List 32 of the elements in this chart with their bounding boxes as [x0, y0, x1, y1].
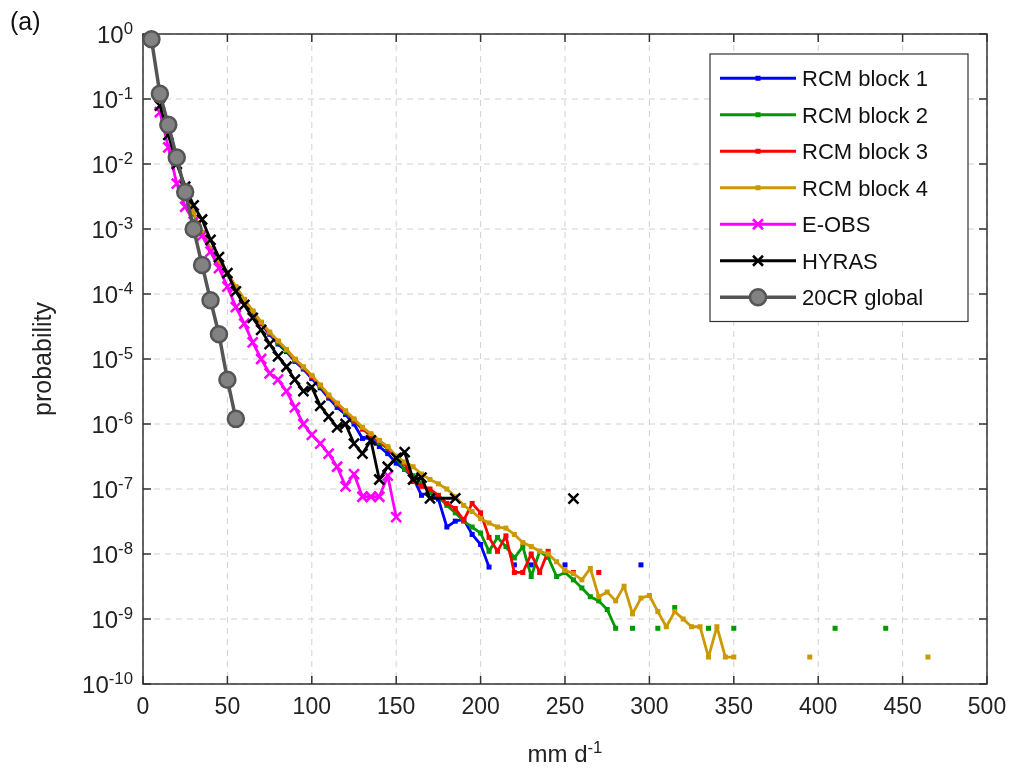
legend-label: 20CR global: [802, 285, 924, 311]
x-tick-label: 50: [214, 693, 241, 719]
legend-label: RCM block 2: [802, 102, 928, 128]
y-tick-label: 10$^{-2}$: [91, 148, 133, 178]
x-tick-label: 200: [461, 693, 500, 719]
y-tick-label: 10$^{-4}$: [91, 278, 133, 308]
y-tick-label: 10$^{-6}$: [91, 408, 133, 438]
legend-label: E-OBS: [802, 212, 871, 238]
x-tick-label: 100: [292, 693, 331, 719]
x-tick-label: 400: [799, 693, 838, 719]
legend-label: RCM block 4: [802, 175, 928, 201]
text: (a): [10, 7, 41, 35]
x-tick-label: 350: [714, 693, 753, 719]
x-tick-label: 250: [545, 693, 585, 719]
y-tick-label: 10$^{-5}$: [91, 343, 133, 373]
legend-label: RCM block 1: [802, 66, 928, 92]
y-tick-label: 10$^{-1}$: [91, 83, 133, 113]
x-tick-label: 450: [883, 693, 922, 719]
y-tick-label: 10$^{0}$: [96, 18, 133, 48]
x-tick-label: 300: [630, 693, 669, 719]
legend-label: HYRAS: [802, 248, 878, 274]
y-tick-label: 10$^{-9}$: [91, 603, 133, 633]
y-tick-label: 10$^{-7}$: [91, 473, 133, 503]
x-axis-title: mm d$^{-1}$: [527, 737, 603, 767]
x-tick-label: 0: [136, 693, 150, 719]
x-tick-label: 150: [377, 693, 416, 719]
x-tick-label: 500: [967, 693, 1007, 719]
y-tick-label: 10$^{-10}$: [82, 668, 133, 698]
y-tick-label: 10$^{-3}$: [91, 213, 133, 243]
y-axis-title: probability: [28, 301, 56, 416]
y-tick-label: 10$^{-8}$: [91, 538, 133, 568]
legend-label: RCM block 3: [802, 139, 928, 165]
